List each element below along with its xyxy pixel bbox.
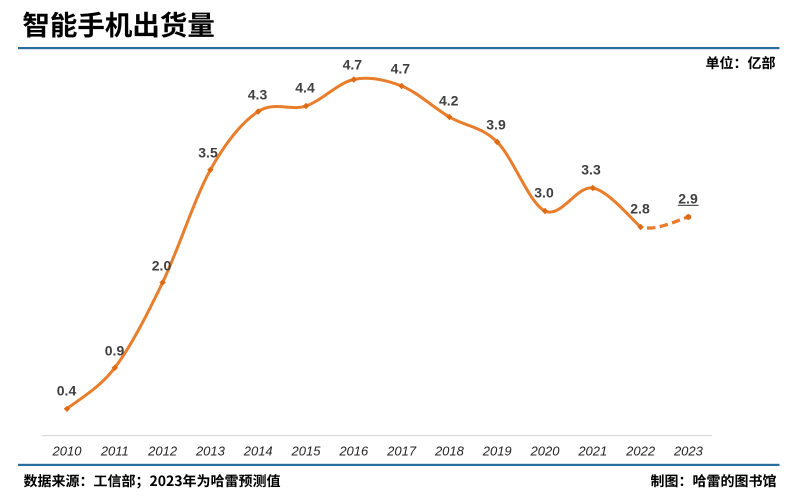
svg-text:2021: 2021 xyxy=(577,444,607,459)
svg-text:0.9: 0.9 xyxy=(105,343,125,359)
svg-text:2.8: 2.8 xyxy=(630,201,650,217)
svg-text:2012: 2012 xyxy=(147,444,178,459)
svg-text:2019: 2019 xyxy=(482,444,512,459)
svg-text:3.5: 3.5 xyxy=(198,145,218,161)
svg-text:0.4: 0.4 xyxy=(57,383,77,399)
svg-text:2016: 2016 xyxy=(338,444,369,459)
svg-text:2.9: 2.9 xyxy=(678,191,698,207)
svg-text:2011: 2011 xyxy=(100,444,129,459)
svg-text:4.2: 4.2 xyxy=(439,93,459,109)
svg-text:2018: 2018 xyxy=(434,444,465,459)
svg-text:4.4: 4.4 xyxy=(295,80,315,96)
svg-text:3.0: 3.0 xyxy=(534,185,554,201)
svg-text:2010: 2010 xyxy=(52,444,83,459)
svg-text:3.3: 3.3 xyxy=(581,162,601,178)
svg-text:2015: 2015 xyxy=(291,444,322,459)
svg-text:4.7: 4.7 xyxy=(343,57,363,73)
svg-text:2.0: 2.0 xyxy=(152,258,172,274)
svg-text:4.7: 4.7 xyxy=(391,61,411,77)
svg-text:4.3: 4.3 xyxy=(248,87,268,103)
svg-text:2022: 2022 xyxy=(625,444,656,459)
svg-text:2013: 2013 xyxy=(195,444,226,459)
svg-text:2014: 2014 xyxy=(243,444,273,459)
svg-text:3.9: 3.9 xyxy=(486,117,506,133)
svg-text:2020: 2020 xyxy=(530,444,561,459)
svg-text:2017: 2017 xyxy=(386,444,417,459)
svg-text:2023: 2023 xyxy=(673,444,704,459)
